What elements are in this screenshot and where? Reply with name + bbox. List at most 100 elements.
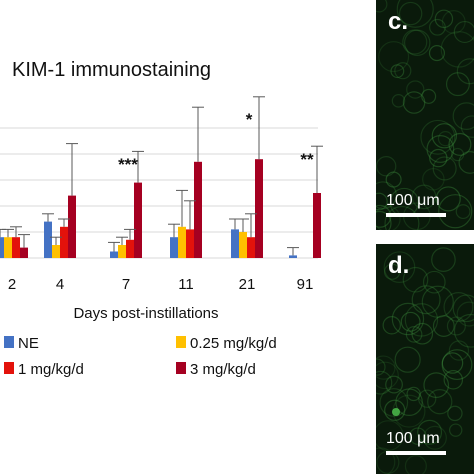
tissue-cell (385, 171, 402, 188)
tissue-cell (441, 352, 464, 374)
bar (134, 182, 142, 258)
tissue-cell (429, 18, 446, 36)
x-tick-label: 11 (178, 276, 194, 293)
tissue-cell (453, 313, 474, 348)
tissue-cell (423, 372, 450, 398)
bar (12, 237, 20, 258)
bar (170, 237, 178, 258)
tissue-cell (445, 72, 470, 97)
tissue-cell (458, 151, 474, 174)
bar (313, 193, 321, 258)
bar (126, 239, 134, 258)
tissue-cell (398, 1, 423, 26)
tissue-cell (411, 184, 437, 210)
significance-annotations: ****** (118, 110, 314, 174)
tissue-cell (391, 302, 425, 336)
tissue-cell (421, 88, 437, 104)
x-tick-label: 91 (297, 276, 314, 293)
tissue-cell (450, 147, 465, 162)
bar (0, 237, 4, 258)
tissue-cell (441, 349, 473, 381)
scale-bar-c (386, 213, 446, 217)
tissue-cell (376, 205, 401, 230)
tissue-cell (460, 115, 474, 138)
tissue-cell (455, 204, 471, 220)
x-tick-labels: 2 4 7 11 21 91 (8, 276, 314, 293)
legend-label: 1 mg/kg/d (18, 361, 84, 378)
legend-label: NE (18, 335, 39, 352)
tissue-cell (394, 62, 412, 80)
error-bars (0, 96, 323, 256)
tissue-cell (432, 315, 455, 337)
tissue-cell (443, 291, 474, 322)
bar (60, 226, 68, 258)
tissue-cell (428, 45, 445, 62)
tissue-cell (376, 181, 397, 210)
tissue-cell (382, 316, 401, 335)
tissue-cell (452, 102, 474, 130)
tissue-cell (404, 303, 439, 337)
tissue-cell (384, 205, 420, 230)
gridlines (0, 127, 318, 259)
bars (0, 159, 321, 258)
x-tick-label: 2 (8, 276, 16, 293)
bar (194, 161, 202, 258)
tissue-cell (422, 425, 447, 450)
tissue-cell (406, 386, 421, 402)
tissue-cell (400, 311, 421, 332)
tissue-cell (456, 301, 474, 327)
tissue-cell (402, 29, 428, 55)
significance-annotation: ** (300, 150, 314, 169)
tissue-cell (409, 427, 427, 445)
tissue-cell (456, 58, 474, 85)
tissue-cell (406, 80, 425, 99)
legend-label: 3 mg/kg/d (190, 361, 256, 378)
bar (110, 251, 118, 258)
bar (118, 245, 126, 258)
bar (178, 226, 186, 258)
tissue-cell (376, 156, 397, 177)
tissue-cell (448, 340, 470, 361)
tissue-texture (376, 247, 474, 474)
tissue-cell (376, 355, 396, 380)
bar (239, 232, 247, 258)
bar (20, 247, 28, 258)
tissue-cell (431, 123, 457, 149)
tissue-cell (391, 94, 406, 108)
tissue-cell (418, 389, 437, 408)
tissue-cell (422, 168, 445, 191)
scale-bar-d (386, 451, 446, 455)
tissue-cell (443, 370, 464, 390)
tissue-cell (402, 91, 426, 114)
tissue-cell (376, 192, 388, 211)
tissue-cell (437, 131, 454, 147)
x-tick-label: 21 (239, 276, 256, 293)
tissue-cell (446, 316, 466, 336)
bar (186, 229, 194, 258)
tissue-cell (420, 119, 456, 155)
tissue-cell (384, 399, 406, 421)
tissue-cell (429, 148, 448, 168)
tissue-cell (376, 358, 386, 376)
tissue-cell (376, 210, 392, 230)
tissue-cell (396, 0, 434, 28)
panel-label-c: c. (388, 8, 409, 35)
legend-swatch (176, 336, 186, 348)
legend-swatch (4, 336, 14, 348)
tissue-cell (434, 9, 454, 29)
tissue-cell (421, 285, 454, 318)
tissue-cell (441, 10, 466, 34)
tissue-cell (378, 41, 410, 73)
significance-annotation: * (246, 110, 253, 129)
tissue-cell (440, 31, 474, 68)
tissue-cell (453, 20, 474, 44)
scale-bar-label-d: 100 μm (386, 430, 440, 447)
micrograph-panel-c: c. 100 μm (376, 0, 474, 230)
tissue-cell (405, 326, 423, 343)
scale-bar-label-c: 100 μm (386, 192, 440, 209)
tissue-cell (426, 135, 455, 163)
tissue-cell (383, 263, 401, 280)
stained-spot (392, 408, 400, 416)
bar (44, 221, 52, 258)
bar (231, 229, 239, 258)
